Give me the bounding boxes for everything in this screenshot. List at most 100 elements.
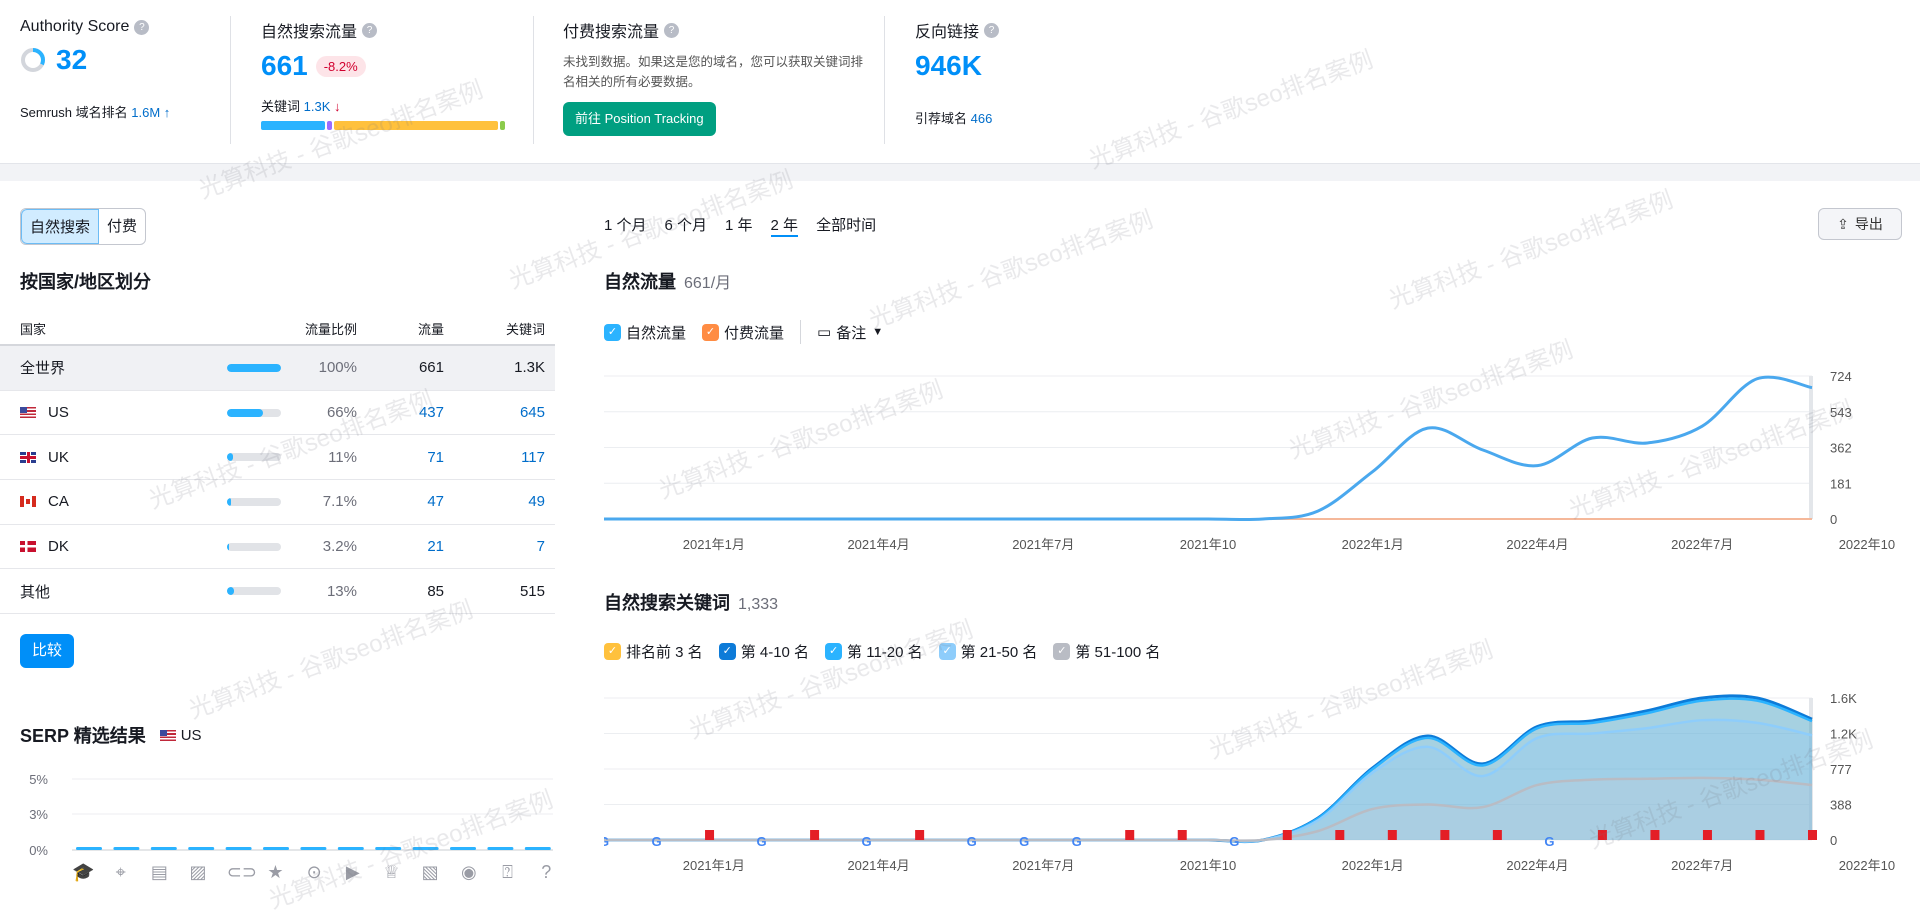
star-icon[interactable]: ★ bbox=[267, 862, 284, 882]
table-row[interactable]: US 66% 437 645 bbox=[0, 391, 555, 436]
checkbox-icon: ✓ bbox=[702, 323, 720, 341]
country-name: 全世界 bbox=[20, 360, 66, 378]
note-flag-icon bbox=[915, 830, 925, 840]
keywords-value[interactable]: 117 bbox=[521, 448, 545, 466]
legend-label: 第 4-10 名 bbox=[740, 644, 810, 661]
x-tick-label: 2021年7月 bbox=[1012, 537, 1074, 552]
info-icon[interactable]: ? bbox=[134, 19, 150, 35]
country-section-title: 按国家/地区划分 bbox=[20, 272, 152, 292]
distribution-segment bbox=[327, 121, 333, 130]
backlinks-title: 反向链接 bbox=[915, 24, 980, 41]
article-icon[interactable]: ▤ bbox=[150, 862, 168, 882]
compare-button[interactable]: 比较 bbox=[20, 634, 75, 668]
legend-organic[interactable]: ✓ 自然流量 bbox=[604, 322, 686, 343]
referring-domains-value[interactable]: 466 bbox=[970, 111, 993, 126]
comment-icon: ▭ bbox=[817, 324, 832, 341]
toggle-paid[interactable]: 付费 bbox=[107, 218, 138, 235]
keywords-chart-header: 自然搜索关键词 1,333 bbox=[604, 589, 778, 615]
series-area bbox=[604, 695, 1812, 842]
rank-label: Semrush 域名排名 bbox=[20, 105, 128, 120]
traffic-value[interactable]: 21 bbox=[427, 538, 444, 556]
table-row[interactable]: UK 11% 71 117 bbox=[0, 435, 555, 481]
country-cell: DK bbox=[20, 538, 227, 555]
note-flag-icon bbox=[1597, 830, 1607, 840]
export-button[interactable]: ⇪ 导出 bbox=[1818, 208, 1902, 240]
image-pack-icon[interactable]: ▧ bbox=[421, 862, 439, 882]
traffic-value[interactable]: 47 bbox=[427, 493, 444, 511]
keywords-value[interactable]: 7 bbox=[536, 538, 545, 556]
share-percent: 100% bbox=[318, 359, 357, 377]
y-tick-label: 777 bbox=[1830, 762, 1852, 777]
rank-value[interactable]: 1.6M bbox=[131, 105, 161, 120]
info-icon[interactable]: ? bbox=[984, 22, 1000, 38]
y-tick-label: 362 bbox=[1830, 441, 1852, 456]
position-tracking-button[interactable]: 前往 Position Tracking bbox=[563, 102, 716, 136]
tab-6-months[interactable]: 6 个月 bbox=[664, 217, 708, 234]
x-tick-label: 2021年10 bbox=[1180, 537, 1236, 552]
legend-item[interactable]: ✓ 排名前 3 名 bbox=[604, 641, 703, 662]
note-flag-icon bbox=[1702, 830, 1712, 840]
keywords-value: 1.3K bbox=[514, 359, 545, 377]
paid-title: 付费搜索流量 bbox=[563, 24, 660, 41]
tab-2-years[interactable]: 2 年 bbox=[770, 214, 799, 237]
keywords-value[interactable]: 645 bbox=[519, 404, 545, 422]
image-icon[interactable]: ▨ bbox=[189, 862, 207, 882]
table-row[interactable]: DK 3.2% 21 7 bbox=[0, 525, 555, 570]
keywords-value[interactable]: 49 bbox=[528, 493, 545, 511]
traffic-value[interactable]: 437 bbox=[418, 404, 444, 422]
legend-item[interactable]: ✓ 第 21-50 名 bbox=[938, 641, 1037, 662]
x-tick-label: 2021年4月 bbox=[847, 858, 909, 873]
legend-item[interactable]: ✓ 第 11-20 名 bbox=[825, 641, 923, 662]
legend-item[interactable]: ✓ 第 51-100 名 bbox=[1053, 641, 1160, 662]
legend-paid[interactable]: ✓ 付费流量 bbox=[702, 322, 784, 343]
x-tick-label: 2022年7月 bbox=[1671, 537, 1733, 552]
series-area bbox=[604, 698, 1812, 842]
graduation-cap-icon[interactable]: 🎓 bbox=[72, 862, 95, 882]
video-icon[interactable]: ⊙ bbox=[306, 862, 322, 882]
video-box-icon[interactable]: ▶ bbox=[345, 862, 360, 882]
keywords-value[interactable]: 1.3K bbox=[303, 99, 331, 114]
x-tick-label: 2021年7月 bbox=[1012, 858, 1074, 873]
watermark: 光算科技 - 谷歌seo排名案例 bbox=[865, 206, 1157, 335]
series-line-organic bbox=[604, 375, 1813, 522]
location-pin-icon[interactable]: ⌖ bbox=[115, 862, 126, 882]
referring-domains-label: 引荐域名 bbox=[915, 111, 968, 126]
traffic-value[interactable]: 71 bbox=[427, 448, 444, 466]
tab-1-month[interactable]: 1 个月 bbox=[604, 217, 647, 234]
note-flag-icon bbox=[1177, 830, 1187, 840]
tab-1-year[interactable]: 1 年 bbox=[725, 217, 753, 234]
keywords-label: 关键词 bbox=[261, 99, 301, 114]
faq-icon[interactable]: ⍰ bbox=[502, 862, 513, 882]
legend-item[interactable]: ✓ 第 4-10 名 bbox=[718, 641, 810, 662]
backlinks-value[interactable]: 946K bbox=[915, 50, 982, 81]
info-icon[interactable]: ? bbox=[664, 22, 680, 38]
table-row[interactable]: CA 7.1% 47 49 bbox=[0, 480, 555, 525]
table-row[interactable]: 全世界 100% 661 1.3K bbox=[0, 346, 555, 391]
authority-ring-icon bbox=[21, 48, 45, 72]
checkbox-icon: ✓ bbox=[938, 643, 956, 660]
link-icon[interactable]: ⊂⊃ bbox=[226, 862, 257, 882]
organic-traffic-value[interactable]: 661 bbox=[261, 50, 308, 81]
series-area bbox=[604, 719, 1812, 842]
info-icon[interactable]: ? bbox=[362, 22, 378, 38]
country-table: 国家 流量比例 流量 关键词 全世界 100% 661 1.3K US 66% 4… bbox=[0, 312, 555, 615]
crown-icon[interactable]: ♕ bbox=[383, 862, 400, 882]
upload-icon: ⇪ bbox=[1837, 215, 1849, 232]
share-percent: 3.2% bbox=[322, 538, 357, 556]
organic-keywords-chart: 0 388 777 1.2K 1.6K 2021年1月 2021年4月 2021年7月 2021… bbox=[604, 691, 1895, 873]
toggle-organic[interactable]: 自然搜索 bbox=[21, 209, 100, 244]
share-bar bbox=[227, 542, 281, 551]
notes-dropdown[interactable]: ▭ 备注 ▼ bbox=[817, 322, 883, 343]
authority-score-widget: Authority Score? 32 Semrush 域名排名 1.6M ↑ bbox=[20, 18, 170, 121]
tab-all-time[interactable]: 全部时间 bbox=[816, 217, 877, 234]
share-percent: 11% bbox=[328, 448, 357, 466]
x-tick-label: 2021年4月 bbox=[847, 537, 909, 552]
serp-bar bbox=[450, 847, 476, 850]
table-row[interactable]: 其他 13% 85 515 bbox=[0, 569, 555, 615]
keywords-chart-subtitle: 1,333 bbox=[738, 596, 779, 613]
play-icon[interactable]: ◉ bbox=[461, 862, 477, 882]
serp-bar bbox=[150, 847, 177, 850]
question-icon[interactable]: ? bbox=[541, 862, 552, 882]
divider bbox=[230, 16, 231, 144]
traffic-type-toggle: 自然搜索 付费 bbox=[20, 208, 147, 245]
